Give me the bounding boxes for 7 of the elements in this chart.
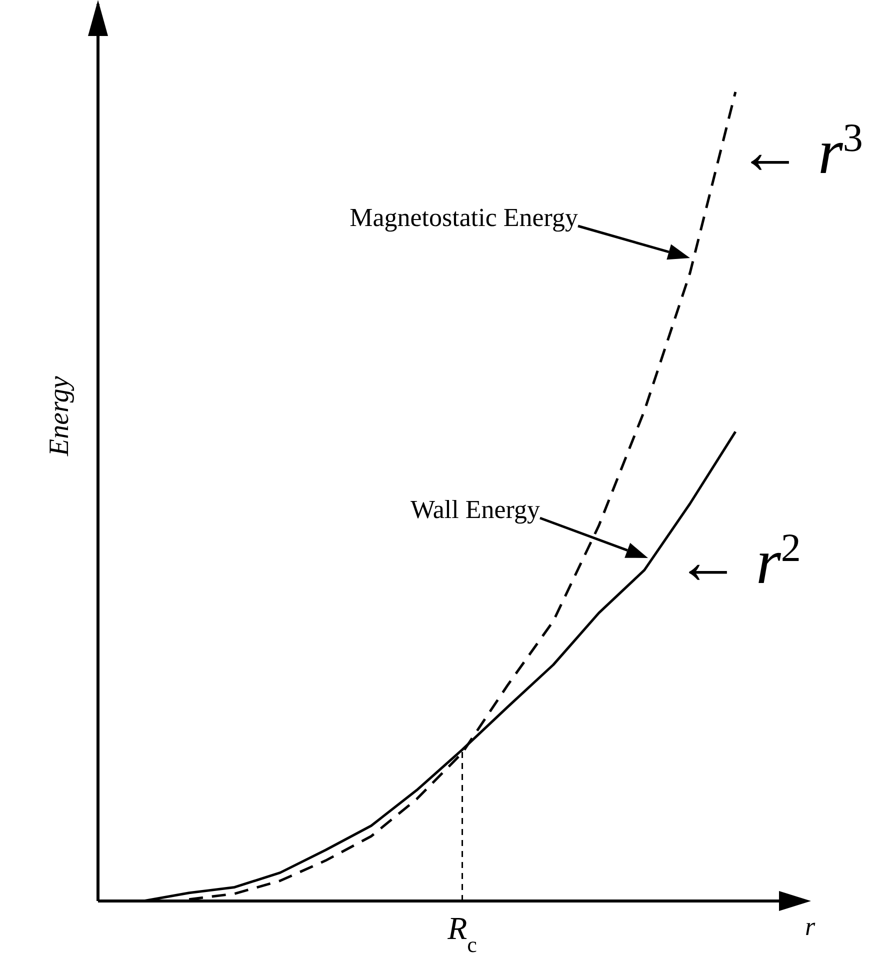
x-axis-title: r (805, 912, 816, 941)
annotation: ← r$^{2}$ (676, 524, 801, 597)
annotation: Magnetostatic Energy (350, 203, 578, 232)
text: R$_{c}$ (448, 910, 477, 956)
annotation: ← r$^{3}$ (738, 114, 863, 187)
annotation: Wall Energy (410, 495, 540, 524)
y-axis-title: Energy (44, 376, 75, 457)
